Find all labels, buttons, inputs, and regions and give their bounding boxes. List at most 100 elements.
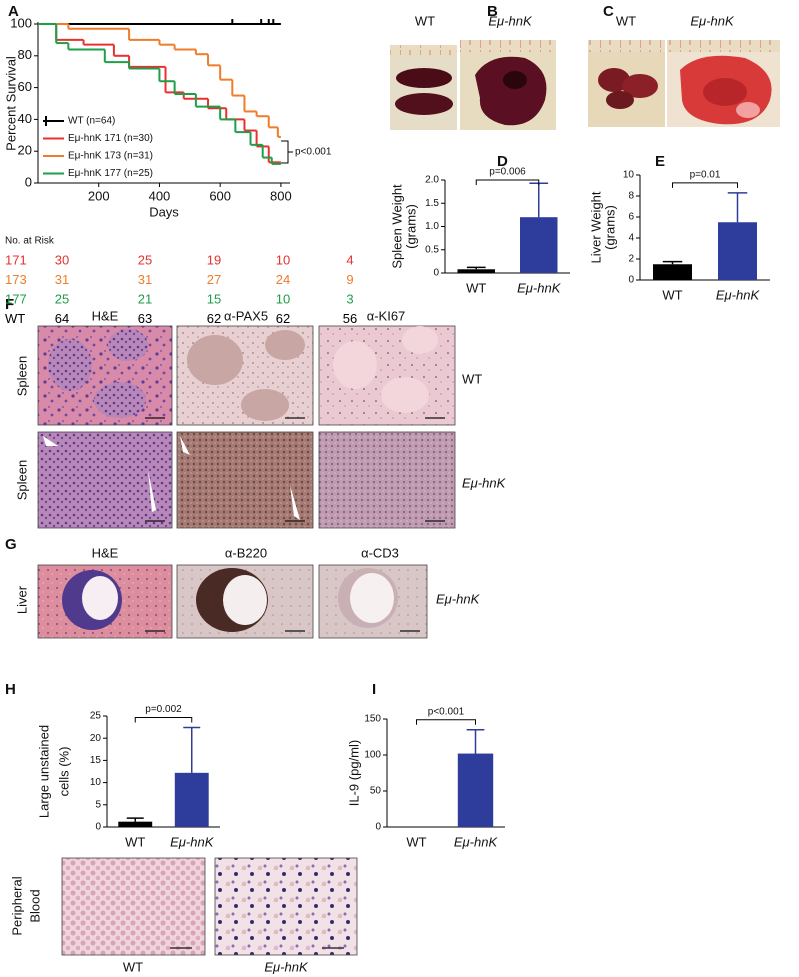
panel-letter: C (603, 3, 614, 20)
y-tick-label: 2.0 (425, 175, 439, 186)
significance-bracket (416, 719, 476, 725)
significance-label: p<0.001 (295, 147, 332, 158)
y-axis-label: (grams) (403, 204, 418, 249)
x-tick-label: 400 (149, 188, 171, 203)
y-axis-label: cells (%) (56, 747, 71, 797)
photo-label: WT (415, 13, 435, 28)
panel-letter: F (5, 296, 14, 313)
y-tick-label: 0 (25, 174, 32, 189)
photo-label: WT (616, 13, 636, 28)
y-tick-label: 4 (628, 233, 634, 244)
panel-letter: H (5, 681, 16, 698)
risk-count: 31 (55, 272, 69, 287)
bar (174, 772, 209, 827)
x-tick-label: 800 (270, 188, 292, 203)
y-tick-label: 2 (628, 254, 634, 265)
y-tick-label: 100 (364, 750, 381, 761)
significance-bracket (281, 140, 293, 164)
significance-bracket (475, 179, 540, 185)
significance-bracket (672, 182, 738, 188)
panel-letter: G (5, 536, 17, 553)
x-tick-label: 200 (88, 188, 110, 203)
significance-label: p=0.01 (690, 169, 721, 180)
y-tick-label: 10 (623, 170, 635, 181)
error-bar (466, 729, 485, 754)
condition-label: WT (123, 959, 143, 974)
x-tick-label: WT (466, 280, 486, 295)
tissue-label: Peripheral (9, 876, 24, 935)
condition-label: Eμ-hnK (264, 959, 309, 974)
stain-label: H&E (92, 545, 119, 560)
stain-label: α-B220 (225, 545, 267, 560)
tissue-label: Spleen (14, 356, 29, 396)
y-tick-label: 5 (95, 799, 101, 810)
significance-label: p=0.006 (489, 167, 526, 178)
risk-table-title: No. at Risk (5, 236, 55, 247)
histology-image (37, 564, 428, 639)
bar (457, 753, 494, 827)
bar (520, 217, 558, 273)
y-tick-label: 1.0 (425, 221, 439, 232)
legend-label: Eμ-hnK 171 (n=30) (68, 133, 153, 144)
y-axis-label: (grams) (602, 205, 617, 250)
risk-count: 24 (276, 272, 290, 287)
risk-row-label: 177 (5, 291, 27, 306)
risk-count: 56 (343, 311, 357, 326)
condition-label: Eμ-hnK (436, 591, 481, 606)
x-tick-label: Eμ-hnK (716, 287, 761, 302)
panel-letter: B (487, 3, 498, 20)
risk-count: 3 (346, 291, 353, 306)
photo-label: Eμ-hnK (690, 13, 735, 28)
risk-count: 9 (346, 272, 353, 287)
y-tick-label: 150 (364, 714, 381, 725)
x-axis-label: Days (149, 204, 179, 219)
condition-label: WT (462, 371, 482, 386)
error-bar (466, 266, 486, 270)
risk-count: 62 (276, 311, 290, 326)
panel-letter: D (497, 153, 508, 170)
y-tick-label: 20 (90, 733, 102, 744)
bar (118, 821, 153, 827)
tissue-label: Spleen (14, 460, 29, 500)
risk-row-label: 171 (5, 252, 27, 267)
y-axis-label: Spleen Weight (389, 184, 404, 269)
histology-image (37, 325, 456, 529)
legend-label: Eμ-hnK 177 (n=25) (68, 168, 153, 179)
x-tick-label: 600 (209, 188, 231, 203)
risk-count: 63 (138, 311, 152, 326)
risk-count: 4 (346, 252, 353, 267)
stain-label: H&E (92, 308, 119, 323)
x-tick-label: WT (662, 287, 682, 302)
y-tick-label: 100 (10, 15, 32, 30)
stain-label: α-PAX5 (224, 308, 268, 323)
y-tick-label: 0.5 (425, 244, 439, 255)
legend-label: Eμ-hnK 173 (n=31) (68, 151, 153, 162)
x-tick-label: Eμ-hnK (170, 834, 215, 849)
y-tick-label: 15 (90, 755, 102, 766)
y-tick-label: 20 (18, 143, 32, 158)
x-tick-label: WT (406, 834, 426, 849)
y-tick-label: 50 (370, 786, 382, 797)
x-tick-label: Eμ-hnK (517, 280, 562, 295)
risk-count: 62 (207, 311, 221, 326)
risk-count: 10 (276, 291, 290, 306)
error-bar (727, 192, 748, 223)
y-tick-label: 80 (18, 47, 32, 62)
stain-label: α-CD3 (361, 545, 399, 560)
risk-count: 64 (55, 311, 69, 326)
error-bar (183, 726, 201, 773)
significance-bracket (134, 717, 193, 723)
legend-label: WT (n=64) (68, 116, 115, 127)
error-bar (529, 182, 549, 218)
x-tick-label: WT (125, 834, 145, 849)
y-tick-label: 0 (433, 268, 439, 279)
organ-photo (588, 40, 780, 127)
blood-smear-image (61, 857, 358, 956)
risk-count: 10 (276, 252, 290, 267)
y-tick-label: 0 (95, 822, 101, 833)
condition-label: Eμ-hnK (462, 475, 507, 490)
y-tick-label: 0 (375, 822, 381, 833)
organ-photo (390, 40, 556, 130)
risk-count: 21 (138, 291, 152, 306)
